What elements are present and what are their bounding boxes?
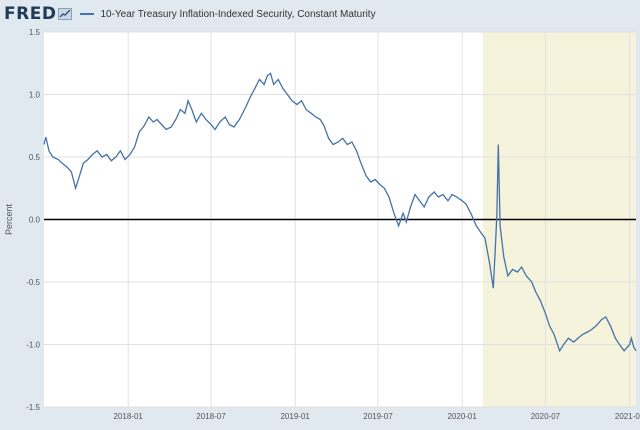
y-tick-label: 0.0 [29,216,41,225]
y-tick-label: -1.0 [26,341,40,350]
x-tick-label: 2020-01 [447,412,477,421]
y-tick-label: 1.0 [29,91,41,100]
y-tick-label: 0.5 [29,153,41,162]
x-tick-label: 2018-01 [113,412,143,421]
logo-text: FRED [4,4,57,24]
y-tick-label: -0.5 [26,278,40,287]
y-tick-label: 1.5 [29,28,41,37]
y-gridlines [44,31,636,408]
legend-label: 10-Year Treasury Inflation-Indexed Secur… [100,8,376,20]
chart-header: FRED 10-Year Treasury Inflation-Indexed … [0,0,640,28]
y-axis-title: Percent [4,203,14,235]
series-line [43,72,637,353]
fred-logo[interactable]: FRED [4,4,73,24]
x-tick-label: 2019-07 [363,412,393,421]
legend-swatch [80,13,95,15]
y-tick-label: -1.5 [26,403,40,412]
legend: 10-Year Treasury Inflation-Indexed Secur… [80,8,376,20]
x-tick-label: 2020-07 [531,412,561,421]
x-tick-label: 2018-07 [196,412,226,421]
x-axis-labels: 2018-01 2018-07 2019-01 2019-07 2020-01 2020-… [113,412,640,421]
chart-line-icon [58,8,73,20]
x-tick-label: 2019-01 [280,412,310,421]
x-tick-label: 2021-01 [615,412,640,421]
y-axis-labels: 1.5 1.0 0.5 0.0 -0.5 -1.0 -1.5 [26,28,40,412]
